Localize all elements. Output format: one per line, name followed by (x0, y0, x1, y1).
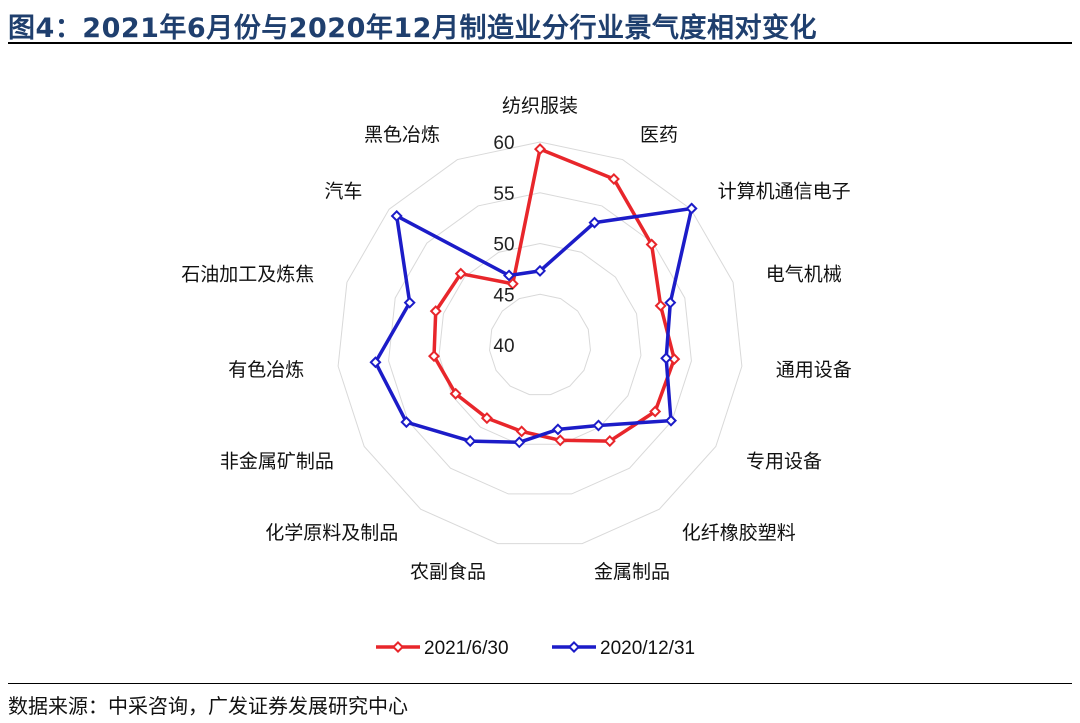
category-label: 专用设备 (746, 451, 822, 473)
tick-label: 50 (493, 235, 514, 256)
data-source-note: 数据来源：中采咨询，广发证券发展研究中心 (8, 694, 408, 718)
data-point (403, 296, 416, 309)
data-point (685, 202, 698, 215)
tick-label: 45 (493, 285, 514, 306)
data-point (449, 387, 462, 400)
series-line (432, 147, 677, 443)
radar-chart: 40 45 50 55 60 纺织服装医药计算机通信电子电气机械通用设备专用设备化纤橡胶… (181, 95, 851, 659)
data-point (533, 264, 547, 277)
category-label: 黑色冶炼 (364, 124, 440, 146)
category-label: 医药 (640, 124, 678, 146)
category-label: 有色冶炼 (228, 359, 304, 381)
legend-marker (567, 640, 581, 654)
data-point (427, 350, 441, 363)
radar-grid (337, 141, 743, 545)
category-label: 农副食品 (410, 561, 486, 583)
data-point (480, 412, 493, 425)
legend-marker (391, 640, 405, 654)
data-point (429, 305, 442, 318)
grid-ring (388, 192, 692, 495)
data-point (369, 356, 382, 369)
data-point (513, 436, 526, 449)
tick-label: 60 (493, 133, 514, 154)
category-label: 非金属矿制品 (220, 451, 334, 473)
data-point (592, 419, 605, 432)
category-label: 电气机械 (766, 264, 842, 286)
data-point (664, 414, 677, 427)
grid-ring (337, 141, 743, 545)
grid-ring (489, 293, 591, 396)
radial-ticks: 40 45 50 55 60 (493, 133, 514, 357)
data-point (588, 216, 601, 229)
data-point (607, 173, 620, 186)
data-point (503, 269, 516, 282)
grid-ring (438, 242, 642, 445)
category-label: 汽车 (324, 180, 362, 202)
legend-label: 2020/12/31 (600, 638, 695, 659)
data-point (506, 277, 519, 290)
data-point (464, 435, 477, 448)
footer-divider (8, 683, 1072, 684)
category-label: 通用设备 (776, 359, 852, 381)
data-point (554, 434, 567, 447)
category-label: 石油加工及炼焦 (181, 264, 314, 286)
category-label: 金属制品 (594, 561, 670, 583)
data-point (390, 209, 403, 222)
legend-label: 2021/6/30 (424, 638, 509, 659)
tick-label: 55 (493, 184, 514, 205)
data-point (660, 352, 673, 365)
data-point (551, 423, 564, 436)
category-label: 化学原料及制品 (265, 522, 398, 544)
data-point (603, 435, 616, 448)
category-label: 纺织服装 (502, 95, 578, 117)
data-point (400, 416, 413, 429)
category-label: 化纤橡胶塑料 (682, 522, 796, 544)
title-divider (8, 42, 1072, 44)
data-point (649, 405, 662, 418)
chart-title: 图4：2021年6月份与2020年12月制造业分行业景气度相对变化 (8, 13, 817, 44)
data-point (454, 267, 467, 280)
legend: 2021/6/30 2020/12/31 (376, 638, 695, 659)
data-point (533, 143, 547, 156)
radar-series (369, 143, 698, 449)
category-label: 计算机通信电子 (718, 180, 851, 202)
data-point (515, 425, 528, 438)
tick-label: 40 (493, 336, 514, 357)
data-point (645, 238, 658, 251)
data-point (664, 296, 677, 309)
data-point (654, 299, 667, 312)
series-line (373, 206, 694, 445)
